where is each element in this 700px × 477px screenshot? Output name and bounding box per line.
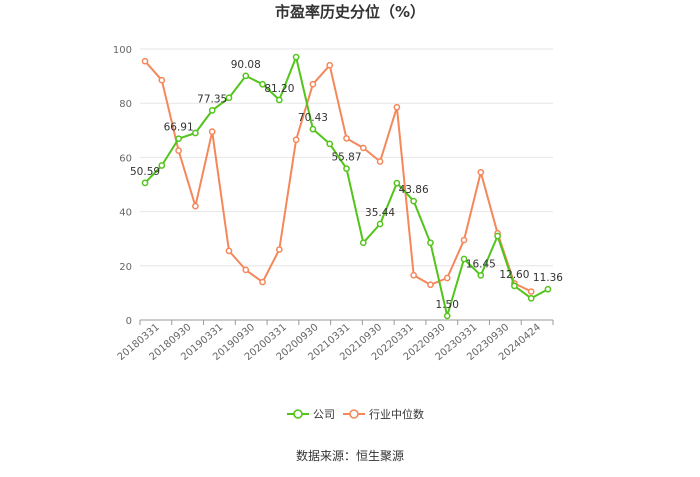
- data-label: 77.35: [197, 93, 227, 105]
- data-point[interactable]: [376, 158, 384, 165]
- series-line: [144, 60, 532, 293]
- data-point[interactable]: [494, 232, 501, 240]
- y-tick-label: 0: [126, 316, 132, 327]
- legend[interactable]: 公司 行业中位数: [287, 407, 424, 421]
- y-tick-label: 80: [119, 99, 132, 110]
- data-point[interactable]: [259, 80, 266, 88]
- series-group: [141, 53, 552, 320]
- data-label: 70.43: [298, 112, 328, 124]
- y-axis-ticks: 0 20 40 60 80 100: [113, 45, 132, 327]
- legend-item[interactable]: 行业中位数: [343, 407, 424, 421]
- data-label: 35.44: [365, 207, 395, 219]
- data-point[interactable]: [292, 53, 300, 61]
- data-source: 数据来源：恒生聚源: [296, 448, 404, 463]
- data-point[interactable]: [141, 179, 149, 187]
- data-point[interactable]: [158, 162, 166, 169]
- y-tick-label: 40: [119, 208, 132, 219]
- data-point[interactable]: [225, 94, 233, 102]
- legend-swatch-marker: [349, 409, 359, 419]
- data-point[interactable]: [527, 294, 535, 302]
- data-point[interactable]: [242, 266, 250, 274]
- data-point[interactable]: [443, 274, 451, 282]
- data-label: 81.20: [264, 83, 294, 95]
- data-point[interactable]: [477, 168, 485, 176]
- grid-lines: [140, 48, 553, 321]
- y-tick-label: 60: [119, 153, 132, 164]
- legend-swatch-marker: [293, 409, 303, 419]
- data-point[interactable]: [309, 125, 317, 133]
- data-point[interactable]: [225, 247, 233, 255]
- data-point[interactable]: [393, 179, 401, 187]
- data-point[interactable]: [208, 107, 216, 114]
- data-point[interactable]: [242, 72, 250, 80]
- data-label: 43.86: [399, 184, 429, 196]
- data-label: 11.36: [533, 272, 563, 284]
- data-label: 55.87: [331, 152, 361, 164]
- data-point[interactable]: [410, 271, 418, 279]
- data-point[interactable]: [343, 165, 350, 172]
- data-point[interactable]: [460, 236, 468, 244]
- data-point[interactable]: [359, 144, 367, 152]
- data-point[interactable]: [175, 135, 182, 143]
- data-point[interactable]: [192, 129, 199, 137]
- data-point[interactable]: [275, 246, 283, 253]
- data-point[interactable]: [511, 282, 518, 290]
- data-point[interactable]: [309, 80, 317, 88]
- legend-label: 公司: [313, 408, 335, 421]
- data-label: 12.60: [499, 269, 529, 281]
- data-point[interactable]: [292, 136, 300, 144]
- data-point[interactable]: [427, 239, 434, 247]
- data-label: 16.45: [466, 258, 496, 270]
- data-point[interactable]: [326, 140, 334, 148]
- data-point[interactable]: [192, 202, 199, 210]
- data-point[interactable]: [275, 96, 283, 104]
- data-point[interactable]: [410, 197, 418, 205]
- legend-item[interactable]: 公司: [287, 408, 335, 421]
- data-point[interactable]: [477, 272, 485, 279]
- data-point[interactable]: [376, 220, 384, 228]
- data-point[interactable]: [393, 103, 401, 111]
- data-label: 66.91: [164, 122, 194, 134]
- data-label: 1.50: [436, 299, 459, 311]
- data-point[interactable]: [326, 61, 334, 69]
- data-point[interactable]: [443, 312, 451, 320]
- data-point[interactable]: [527, 288, 535, 295]
- data-label: 90.08: [231, 59, 261, 71]
- data-point[interactable]: [175, 147, 182, 154]
- data-point[interactable]: [544, 285, 552, 293]
- data-point[interactable]: [359, 239, 367, 247]
- chart-title: 市盈率历史分位（%）: [275, 3, 425, 21]
- y-tick-label: 100: [113, 45, 132, 56]
- data-point[interactable]: [427, 281, 434, 289]
- data-label: 50.59: [130, 166, 160, 178]
- legend-label: 行业中位数: [369, 407, 424, 421]
- data-point[interactable]: [343, 135, 350, 142]
- data-point[interactable]: [460, 255, 468, 263]
- data-point[interactable]: [141, 57, 149, 65]
- x-axis: 2018033120180930201903312019093020200331…: [116, 319, 554, 363]
- data-point[interactable]: [208, 128, 216, 136]
- data-point[interactable]: [259, 278, 266, 286]
- y-tick-label: 20: [119, 262, 132, 273]
- data-point[interactable]: [158, 76, 166, 84]
